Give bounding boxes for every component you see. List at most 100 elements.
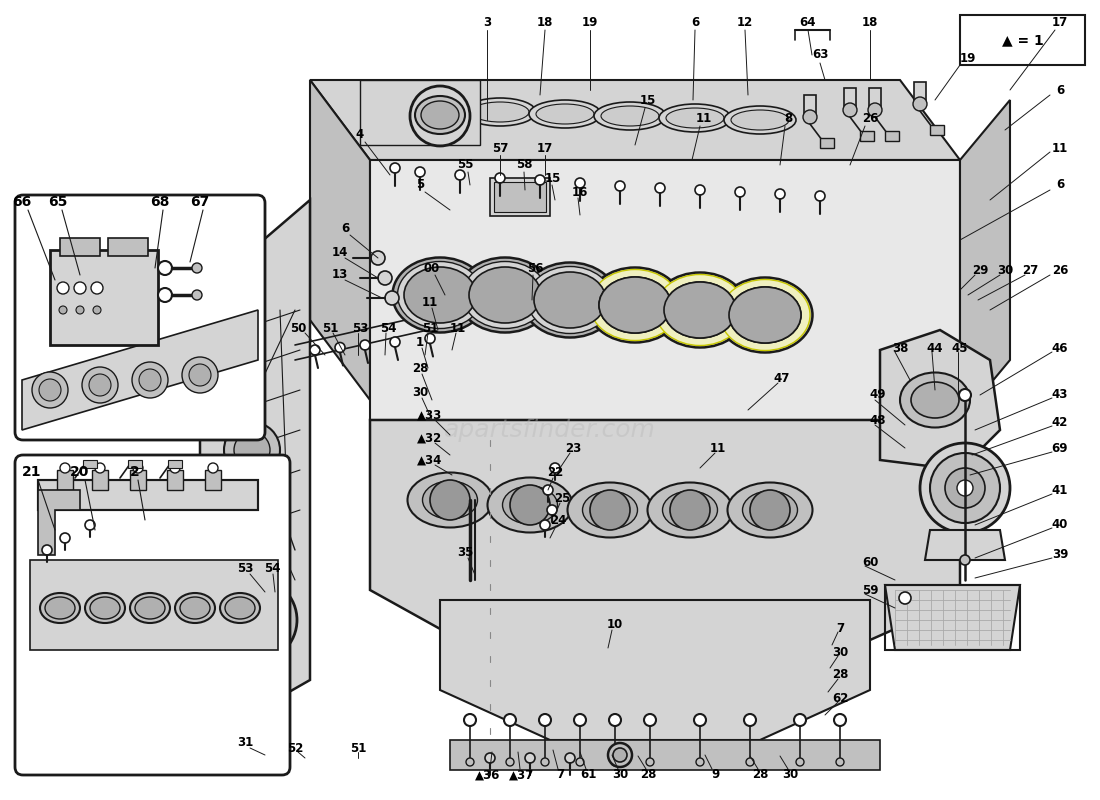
Text: 24: 24: [550, 514, 566, 526]
Text: 8: 8: [784, 111, 792, 125]
Text: 40: 40: [1052, 518, 1068, 531]
Circle shape: [945, 468, 984, 508]
Text: 49: 49: [870, 389, 887, 402]
Ellipse shape: [529, 100, 601, 128]
Circle shape: [540, 520, 550, 530]
Text: 60: 60: [861, 555, 878, 569]
Bar: [167, 470, 183, 490]
Circle shape: [613, 748, 627, 762]
Circle shape: [794, 714, 806, 726]
Text: 18: 18: [861, 15, 878, 29]
Text: 61: 61: [580, 769, 596, 782]
Circle shape: [834, 714, 846, 726]
Polygon shape: [360, 80, 480, 145]
Text: 42: 42: [1052, 415, 1068, 429]
Circle shape: [234, 432, 270, 468]
Circle shape: [899, 592, 911, 604]
Text: 46: 46: [1052, 342, 1068, 354]
Circle shape: [644, 714, 656, 726]
Bar: [39, 480, 258, 510]
Text: 41: 41: [1052, 483, 1068, 497]
Text: 29: 29: [971, 263, 988, 277]
Ellipse shape: [406, 100, 464, 120]
Ellipse shape: [90, 597, 120, 619]
Ellipse shape: [727, 482, 813, 538]
Text: ▲ = 1: ▲ = 1: [1002, 33, 1044, 47]
Bar: [860, 131, 875, 141]
Bar: [50, 250, 158, 345]
Circle shape: [576, 758, 584, 766]
Text: 11: 11: [422, 295, 438, 309]
Circle shape: [158, 288, 172, 302]
Bar: [930, 125, 944, 135]
Ellipse shape: [587, 267, 682, 342]
Text: 50: 50: [289, 322, 306, 334]
Circle shape: [360, 340, 370, 350]
Bar: [960, 15, 1085, 65]
Circle shape: [208, 463, 218, 473]
Ellipse shape: [175, 593, 214, 623]
Text: ▲32: ▲32: [417, 431, 442, 445]
Ellipse shape: [664, 282, 736, 338]
Text: 39: 39: [1052, 549, 1068, 562]
Ellipse shape: [601, 106, 659, 126]
Circle shape: [60, 533, 70, 543]
Bar: [130, 470, 146, 490]
Text: 13: 13: [332, 269, 348, 282]
Circle shape: [843, 103, 857, 117]
Circle shape: [466, 758, 474, 766]
Bar: [108, 238, 148, 256]
Ellipse shape: [462, 262, 548, 329]
Text: 69: 69: [1052, 442, 1068, 454]
Circle shape: [425, 334, 435, 343]
Circle shape: [960, 555, 970, 565]
Text: 57: 57: [492, 142, 508, 154]
Text: 44: 44: [926, 342, 944, 354]
Polygon shape: [310, 80, 370, 400]
Circle shape: [746, 758, 754, 766]
Text: 11: 11: [710, 442, 726, 454]
Ellipse shape: [600, 277, 671, 333]
Polygon shape: [880, 330, 1000, 470]
Circle shape: [610, 758, 619, 766]
Ellipse shape: [594, 102, 666, 130]
FancyBboxPatch shape: [15, 195, 265, 440]
Circle shape: [696, 758, 704, 766]
Ellipse shape: [503, 486, 558, 524]
Ellipse shape: [593, 271, 678, 338]
Circle shape: [182, 357, 218, 393]
Polygon shape: [960, 100, 1010, 420]
Ellipse shape: [135, 597, 165, 619]
Text: 45: 45: [952, 342, 968, 354]
Circle shape: [76, 306, 84, 314]
Circle shape: [495, 173, 505, 183]
Ellipse shape: [415, 96, 465, 134]
Text: 30: 30: [997, 263, 1013, 277]
Circle shape: [133, 463, 143, 473]
Circle shape: [189, 364, 211, 386]
Polygon shape: [39, 490, 80, 555]
Text: 19: 19: [960, 51, 976, 65]
Ellipse shape: [720, 279, 810, 350]
Ellipse shape: [659, 104, 732, 132]
Circle shape: [504, 714, 516, 726]
Circle shape: [547, 505, 557, 515]
Circle shape: [575, 178, 585, 188]
Ellipse shape: [536, 104, 594, 124]
Circle shape: [42, 545, 52, 555]
Text: 27: 27: [1022, 263, 1038, 277]
Ellipse shape: [528, 266, 613, 334]
Circle shape: [543, 485, 553, 495]
Text: 15: 15: [640, 94, 657, 106]
Circle shape: [139, 369, 161, 391]
Text: 11: 11: [696, 111, 712, 125]
Bar: [82, 460, 97, 468]
Circle shape: [574, 714, 586, 726]
Bar: [168, 460, 182, 468]
Circle shape: [815, 191, 825, 201]
Text: 52: 52: [287, 742, 304, 754]
Text: 53: 53: [352, 322, 368, 334]
Text: ▲33: ▲33: [417, 409, 442, 422]
Bar: [128, 460, 142, 468]
Text: 2: 2: [130, 465, 140, 479]
